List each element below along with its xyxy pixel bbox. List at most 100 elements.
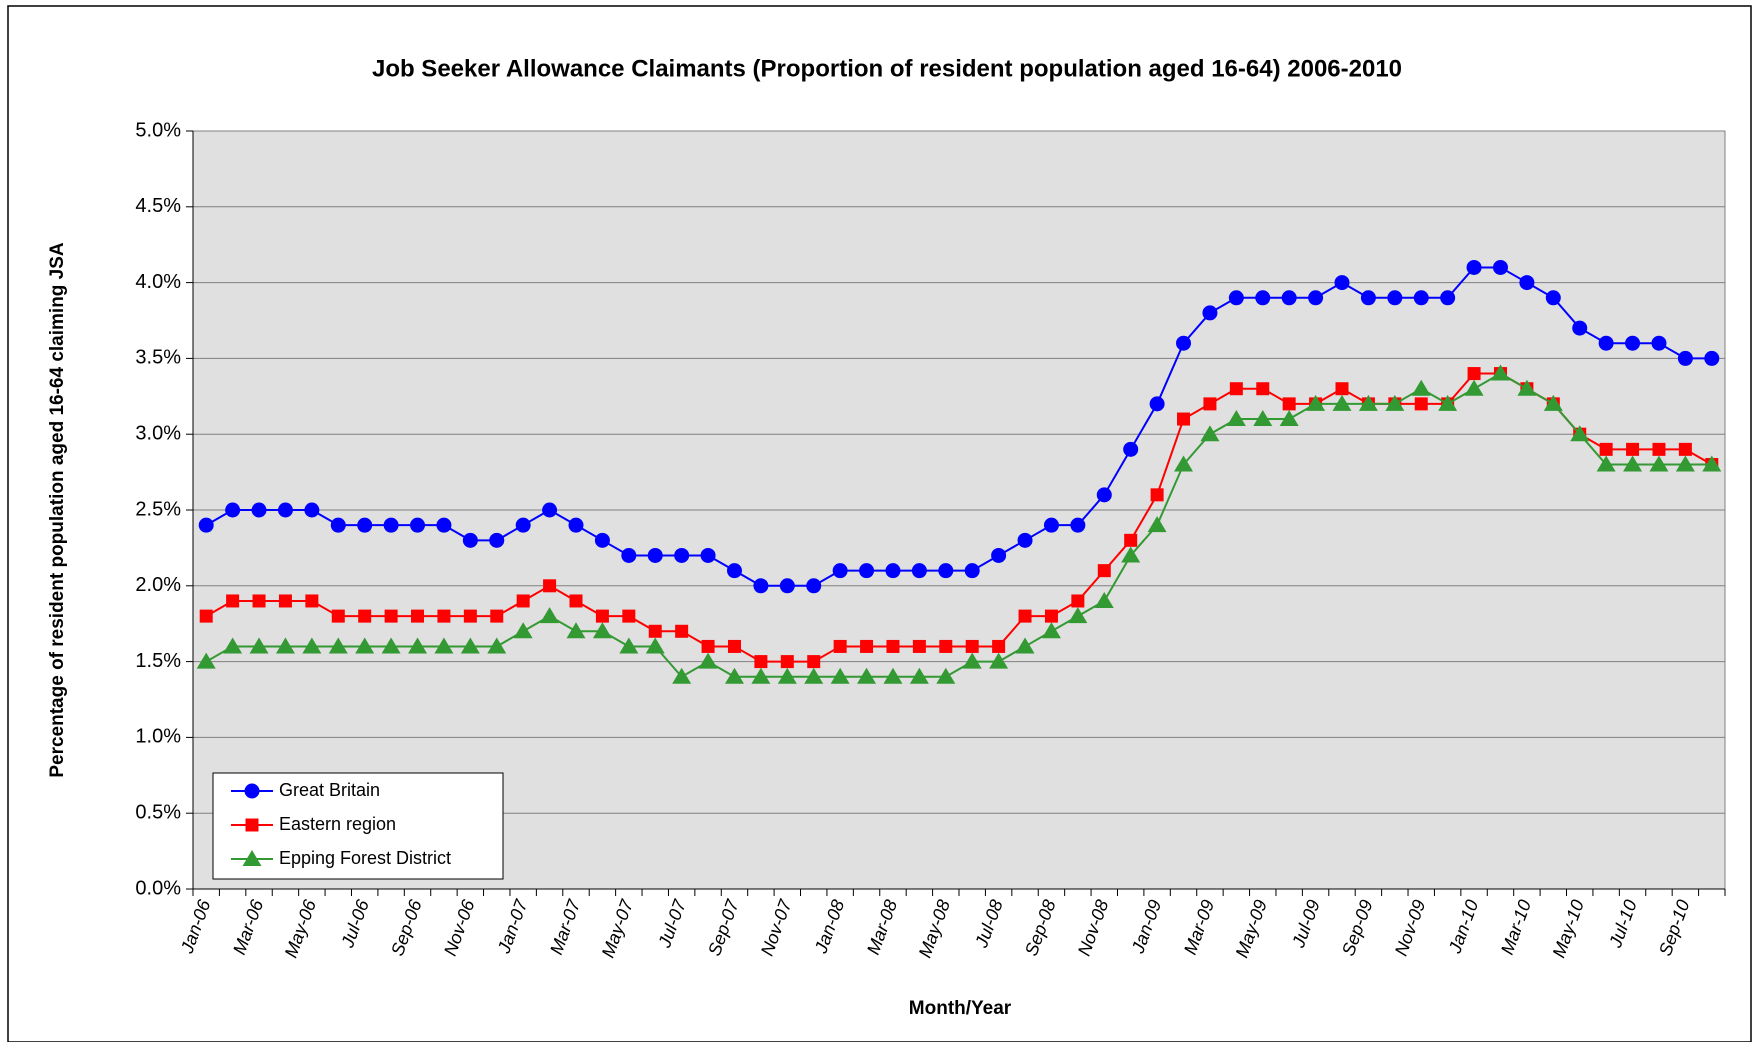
data-point — [698, 652, 718, 669]
data-point — [1358, 394, 1378, 411]
data-point — [777, 667, 797, 684]
legend-label: Epping Forest District — [279, 848, 451, 868]
data-point — [463, 609, 477, 623]
data-point — [726, 563, 742, 579]
data-point — [964, 563, 980, 579]
data-point — [1044, 609, 1058, 623]
data-point — [621, 547, 637, 563]
data-point — [328, 637, 348, 654]
data-point — [381, 637, 401, 654]
data-point — [1385, 394, 1405, 411]
data-point — [912, 639, 926, 653]
data-point — [1121, 546, 1141, 563]
data-point — [1071, 594, 1085, 608]
data-point — [460, 637, 480, 654]
data-point — [1464, 379, 1484, 396]
data-point — [645, 637, 665, 654]
data-point — [198, 517, 214, 533]
data-point — [408, 637, 428, 654]
data-point — [1177, 412, 1191, 426]
y-tick-label: 5.0% — [135, 119, 181, 141]
data-point — [516, 594, 530, 608]
data-point — [1704, 350, 1720, 366]
data-point — [1200, 425, 1220, 442]
y-tick-label: 3.0% — [135, 422, 181, 444]
data-point — [939, 639, 953, 653]
data-point — [1150, 488, 1164, 502]
data-point — [1203, 397, 1217, 411]
data-point — [331, 609, 345, 623]
data-point — [965, 639, 979, 653]
data-point — [859, 563, 875, 579]
y-tick-label: 4.0% — [135, 271, 181, 293]
legend-marker — [244, 783, 260, 799]
data-point — [1124, 533, 1138, 547]
data-point — [1228, 290, 1244, 306]
data-point — [1096, 487, 1112, 503]
data-point — [648, 624, 662, 638]
data-point — [515, 517, 531, 533]
data-point — [938, 563, 954, 579]
data-point — [807, 655, 821, 669]
data-point — [780, 655, 794, 669]
y-tick-label: 4.5% — [135, 195, 181, 217]
data-point — [753, 578, 769, 594]
data-point — [832, 563, 848, 579]
data-point — [991, 547, 1007, 563]
data-point — [1308, 290, 1324, 306]
data-point — [304, 502, 320, 518]
data-point — [1519, 275, 1535, 291]
data-point — [199, 609, 213, 623]
data-point — [857, 667, 877, 684]
data-point — [1387, 290, 1403, 306]
data-point — [1411, 379, 1431, 396]
data-point — [1332, 394, 1352, 411]
data-point — [1596, 455, 1616, 472]
data-point — [592, 622, 612, 639]
data-point — [701, 639, 715, 653]
data-point — [1229, 382, 1243, 396]
data-point — [1677, 350, 1693, 366]
data-point — [883, 667, 903, 684]
data-point — [936, 667, 956, 684]
y-tick-label: 0.0% — [135, 877, 181, 899]
data-point — [1490, 364, 1510, 381]
data-point — [830, 667, 850, 684]
data-point — [436, 517, 452, 533]
data-point — [1015, 637, 1035, 654]
data-point — [833, 639, 847, 653]
data-point — [1068, 607, 1088, 624]
data-point — [1675, 455, 1695, 472]
data-point — [357, 517, 373, 533]
legend-marker — [242, 850, 262, 866]
data-point — [1649, 455, 1669, 472]
data-point — [674, 547, 690, 563]
data-point — [278, 594, 292, 608]
data-point — [1413, 290, 1429, 306]
series-line — [205, 372, 1712, 679]
data-point — [860, 639, 874, 653]
data-point — [411, 609, 425, 623]
x-axis-title: Month/Year — [909, 998, 1012, 1019]
data-point — [1279, 410, 1299, 427]
data-point — [724, 667, 744, 684]
data-point — [305, 594, 319, 608]
data-point — [1176, 335, 1192, 351]
data-point — [1438, 394, 1458, 411]
data-point — [490, 609, 504, 623]
data-point — [226, 594, 240, 608]
series-line — [205, 372, 1713, 663]
y-tick-label: 2.5% — [135, 498, 181, 520]
data-point — [1440, 290, 1456, 306]
data-point — [410, 517, 426, 533]
data-point — [1306, 394, 1326, 411]
data-point — [622, 609, 636, 623]
data-point — [275, 637, 295, 654]
data-point — [1360, 290, 1376, 306]
data-point — [1256, 382, 1270, 396]
data-point — [1123, 441, 1139, 457]
data-point — [1467, 367, 1481, 381]
data-point — [1335, 382, 1349, 396]
data-point — [1253, 410, 1273, 427]
data-point — [647, 547, 663, 563]
